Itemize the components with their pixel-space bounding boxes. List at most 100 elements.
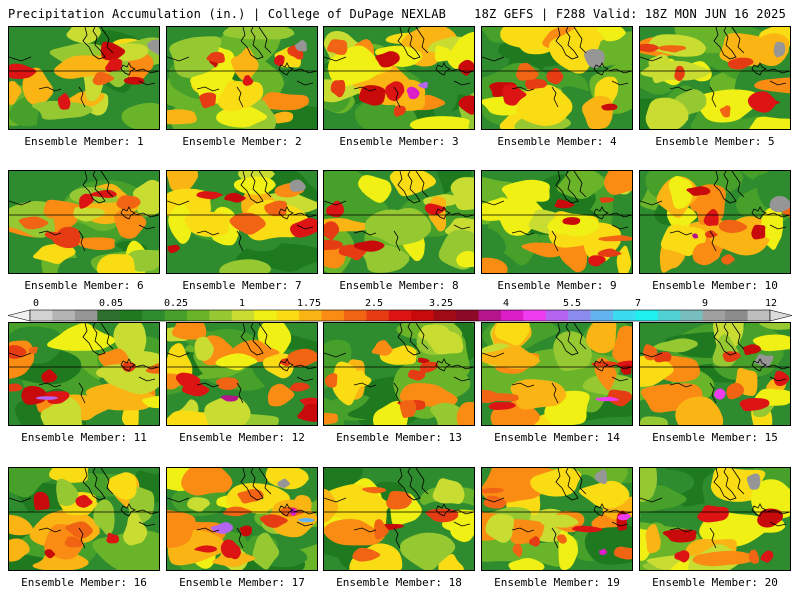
colorbar-segment — [433, 310, 457, 321]
ensemble-member-label: Ensemble Member: 3 — [339, 135, 459, 148]
border-line — [393, 382, 401, 404]
precip-contour — [181, 468, 234, 496]
precip-contour — [719, 105, 731, 118]
precip-contour — [358, 174, 393, 203]
precip-contour — [199, 92, 217, 109]
precip-contour — [105, 58, 123, 73]
border-line — [134, 509, 159, 515]
precip-contour — [692, 233, 699, 239]
border-line — [573, 323, 587, 350]
precip-contour — [588, 255, 607, 267]
map-outline — [640, 171, 790, 252]
border-line — [100, 27, 114, 54]
precip-contour — [277, 478, 291, 488]
border-line — [751, 62, 767, 76]
map-outline — [640, 323, 790, 404]
precip-contour — [187, 497, 211, 513]
colorbar-segment — [276, 310, 300, 321]
precip-contour — [668, 176, 694, 209]
border-line — [449, 509, 474, 515]
precip-contour — [773, 41, 786, 58]
precip-contour — [107, 472, 137, 500]
precip-contours — [167, 27, 317, 129]
ensemble-member-map — [323, 467, 475, 571]
border-line — [134, 212, 159, 218]
border-line — [353, 527, 377, 533]
border-line — [38, 382, 62, 388]
colorbar-segment — [186, 310, 210, 321]
precip-contour — [562, 217, 581, 225]
precip-contour — [648, 54, 671, 84]
precip-contour — [612, 325, 632, 367]
colorbar-segment — [635, 310, 659, 321]
precip-contour — [721, 254, 736, 265]
page-title: Precipitation Accumulation (in.) | Colle… — [8, 7, 447, 21]
precip-contour — [386, 490, 413, 510]
ensemble-member-label: Ensemble Member: 6 — [24, 279, 144, 292]
border-line — [769, 80, 787, 86]
border-line — [751, 503, 767, 517]
border-line — [134, 364, 159, 370]
border-line — [167, 200, 190, 206]
border-line — [78, 230, 86, 252]
precip-contour — [558, 241, 588, 273]
map-outline — [482, 468, 632, 549]
precip-contour — [349, 370, 373, 387]
precip-contour — [739, 397, 771, 412]
map-outline — [9, 468, 159, 549]
precip-contour — [273, 54, 285, 67]
precip-contour — [56, 478, 79, 507]
border-line — [435, 62, 451, 76]
colorbar-segment — [500, 310, 524, 321]
precip-contour — [41, 369, 58, 383]
border-line — [138, 224, 156, 230]
precip-contour — [374, 519, 391, 540]
precip-contours — [640, 323, 790, 425]
colorbar-segment — [388, 310, 412, 321]
ensemble-member-label: Ensemble Member: 1 — [24, 135, 144, 148]
precip-field — [324, 468, 474, 570]
colorbar-tick-label: 2.5 — [364, 298, 384, 309]
border-line — [82, 323, 106, 356]
precip-contour — [116, 195, 142, 210]
precip-contour — [419, 361, 439, 374]
border-line — [769, 224, 787, 230]
precip-contour — [265, 468, 310, 490]
colorbar-segment — [119, 310, 143, 321]
border-line — [593, 503, 609, 517]
precip-contour — [652, 351, 672, 363]
border-line — [296, 224, 314, 230]
border-line — [607, 364, 632, 370]
precip-contour — [352, 547, 382, 562]
border-line — [435, 206, 451, 220]
border-line — [713, 27, 737, 60]
precip-contour — [92, 71, 116, 86]
border-line — [435, 503, 451, 517]
border-line — [258, 27, 272, 54]
precip-contour — [424, 203, 448, 215]
precip-contour — [482, 257, 510, 273]
precip-contour — [52, 226, 81, 249]
colorbar-segment — [702, 310, 726, 321]
border-line — [324, 352, 347, 358]
ensemble-member-map — [639, 170, 791, 274]
border-line — [138, 376, 156, 382]
border-line — [669, 527, 693, 533]
precip-contour — [617, 513, 631, 521]
precip-contour — [326, 39, 348, 55]
border-line — [120, 206, 136, 220]
precip-contour — [494, 323, 531, 346]
precip-contour — [9, 80, 23, 105]
border-line — [196, 230, 220, 236]
colorbar-segment — [590, 310, 614, 321]
border-line — [731, 323, 745, 350]
ensemble-member-label: Ensemble Member: 4 — [497, 135, 617, 148]
precip-contour — [57, 93, 71, 110]
precip-contour — [298, 517, 316, 523]
precip-contours — [482, 27, 632, 129]
model-run-info: 18Z GEFS | F288 Valid: 18Z MON JUN 16 20… — [474, 7, 786, 21]
colorbar-tick-label: 1.75 — [296, 298, 322, 309]
ensemble-member-map — [8, 26, 160, 130]
precip-contour — [525, 78, 548, 90]
ensemble-member-label: Ensemble Member: 18 — [336, 576, 462, 589]
